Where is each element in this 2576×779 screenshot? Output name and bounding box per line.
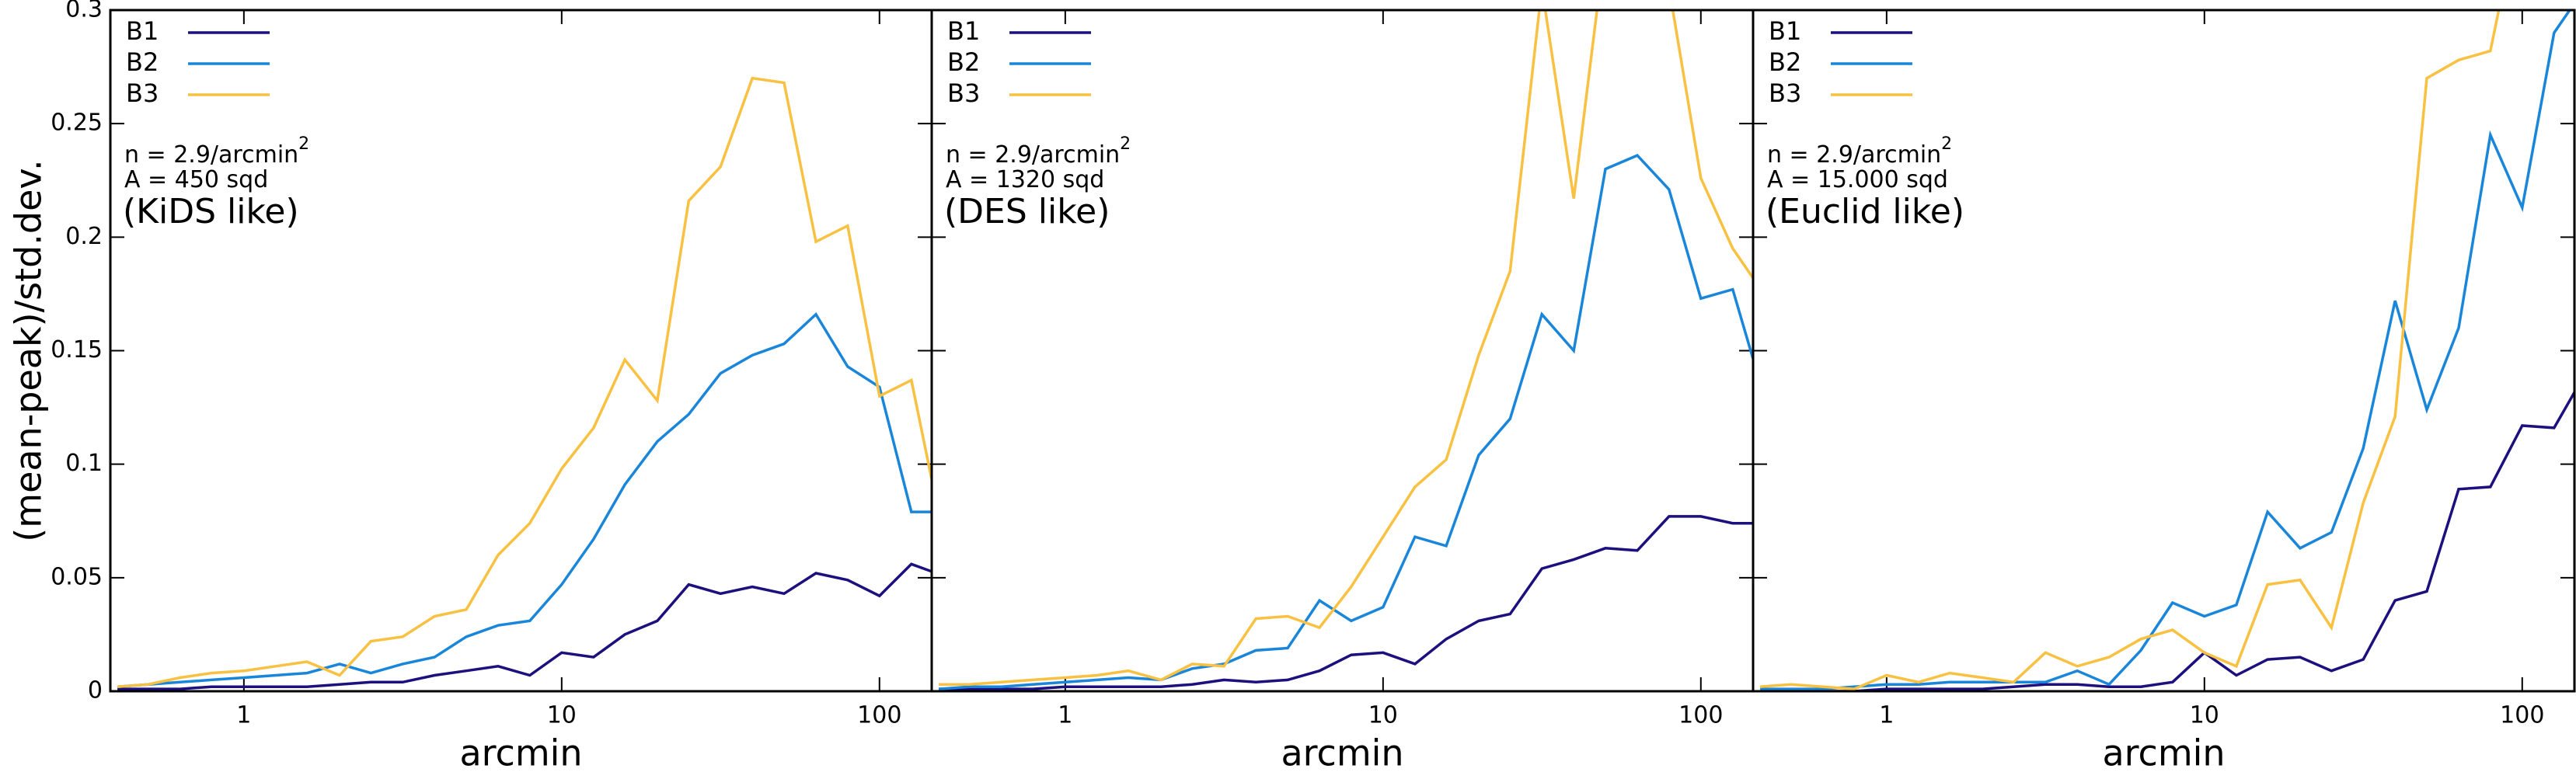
x-tick-label: 100	[2500, 702, 2544, 729]
series-line	[939, 515, 1753, 690]
x-axis-label: arcmin	[459, 732, 582, 774]
panel-title: (KiDS like)	[123, 192, 299, 231]
legend-label: B2	[126, 47, 159, 77]
plot-area	[1759, 10, 2574, 691]
plot-frame	[109, 9, 933, 693]
series-line	[117, 562, 932, 690]
x-axis-label: arcmin	[2102, 732, 2225, 774]
series-line	[1759, 10, 2501, 690]
series-line	[938, 154, 1753, 690]
series-line	[1760, 389, 2574, 691]
annotation-text: n = 2.9/arcmin	[946, 141, 1120, 169]
panel-title: (Euclid like)	[1766, 192, 1964, 231]
legend-label: B1	[126, 16, 159, 46]
annotation: A = 1320 sqd	[946, 166, 1104, 193]
annotation-text: n = 2.9/arcmin	[1767, 141, 1941, 169]
annotation: n = 2.9/arcmin2	[946, 134, 1131, 169]
annotation-superscript: 2	[298, 134, 309, 154]
y-tick-label: 0.3	[65, 0, 103, 23]
annotation-text: A = 15.000 sqd	[1767, 166, 1948, 193]
x-tick-label: 10	[1368, 702, 1398, 729]
x-tick-label: 1	[1058, 702, 1072, 729]
plot-area	[938, 10, 1753, 690]
series-line	[117, 76, 932, 688]
legend-label: B1	[1769, 16, 1801, 46]
annotation: n = 2.9/arcmin2	[124, 134, 309, 169]
y-tick-label: 0.05	[51, 563, 103, 590]
legend-label: B1	[947, 16, 980, 46]
x-tick-label: 10	[547, 702, 577, 729]
x-tick-label: 10	[2190, 702, 2219, 729]
legend-label: B2	[947, 47, 980, 77]
legend-label: B2	[1769, 47, 1801, 77]
annotation: A = 450 sqd	[124, 166, 268, 193]
annotation-superscript: 2	[1120, 134, 1131, 154]
y-tick-label: 0.2	[65, 223, 103, 250]
legend-label: B3	[1769, 78, 1801, 108]
annotation-superscript: 2	[1941, 134, 1952, 154]
annotation: n = 2.9/arcmin2	[1767, 134, 1952, 169]
annotation-text: A = 1320 sqd	[946, 166, 1104, 193]
x-tick-label: 100	[1678, 702, 1723, 729]
legend-label: B3	[126, 78, 159, 108]
x-tick-label: 1	[236, 702, 251, 729]
panel-title: (DES like)	[944, 192, 1110, 231]
plot-area	[117, 76, 932, 690]
annotation-text: A = 450 sqd	[124, 166, 268, 193]
annotation: A = 15.000 sqd	[1767, 166, 1948, 193]
y-tick-label: 0.25	[51, 110, 103, 137]
annotation-text: n = 2.9/arcmin	[124, 141, 298, 169]
x-axis-label: arcmin	[1281, 732, 1403, 774]
series-line	[939, 10, 1753, 686]
series-line	[1760, 10, 2572, 690]
x-tick-label: 1	[1879, 702, 1894, 729]
plot-frame	[1752, 9, 2576, 693]
x-tick-label: 100	[857, 702, 901, 729]
y-tick-label: 0.1	[65, 450, 103, 477]
y-tick-label: 0	[88, 677, 103, 704]
y-tick-label: 0.15	[51, 336, 103, 363]
series-line	[117, 311, 932, 688]
plot-frame	[930, 9, 1755, 693]
y-axis-label: (mean-peak)/std.dev.	[8, 159, 50, 541]
legend-label: B3	[947, 78, 980, 108]
